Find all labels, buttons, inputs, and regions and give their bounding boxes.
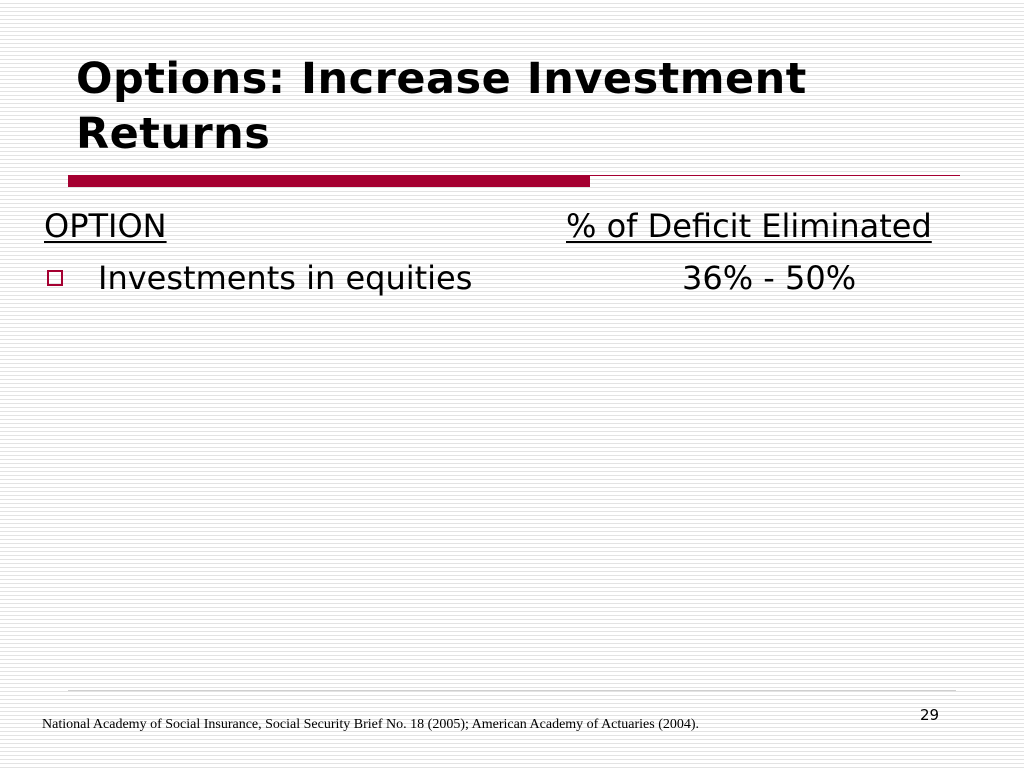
source-citation: National Academy of Social Insurance, So… (42, 717, 700, 732)
title-divider-thin (590, 175, 960, 176)
option-label: Investments in equities (98, 259, 473, 297)
hollow-square-bullet-icon (47, 270, 63, 286)
list-item: Investments in equities 36% - 50% (44, 258, 984, 298)
title-divider-thick (68, 175, 590, 187)
page-number: 29 (920, 706, 940, 724)
slide-title: Options: Increase Investment Returns (76, 54, 807, 159)
deficit-eliminated-column-header: % of Deficit Eliminated (566, 207, 932, 245)
deficit-eliminated-value: 36% - 50% (682, 259, 857, 297)
footer-divider (68, 690, 956, 691)
option-column-header: OPTION (44, 207, 167, 245)
